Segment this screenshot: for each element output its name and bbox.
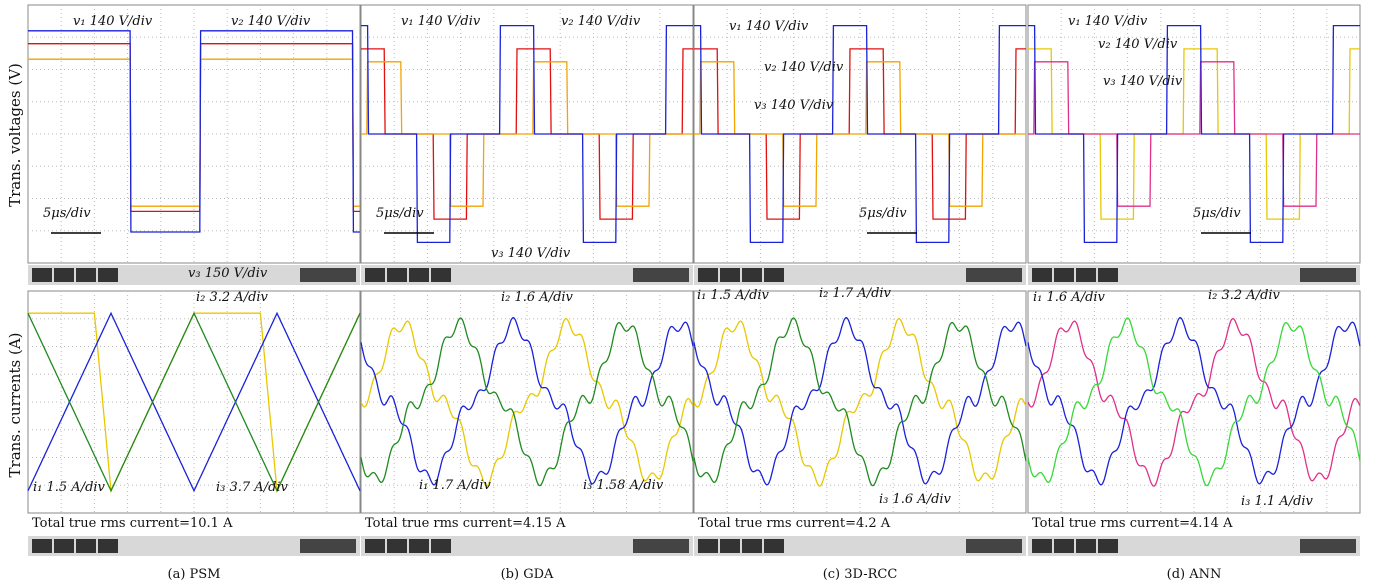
- status-cell: [742, 268, 762, 282]
- status-cell: [1032, 539, 1052, 553]
- figure: Trans. voltages (V) Trans. currents (A) …: [0, 0, 1381, 583]
- status-cell: [409, 268, 429, 282]
- current-label: i₂ 1.7 A/div: [819, 286, 892, 301]
- current-label: i₃ 1.6 A/div: [879, 492, 952, 507]
- status-cell: [431, 268, 451, 282]
- voltage-label: v₂ 140 V/div: [764, 60, 844, 75]
- status-cell: [633, 268, 689, 282]
- rms-label: Total true rms current=4.15 A: [365, 516, 566, 531]
- current-label: i₁ 1.5 A/div: [33, 480, 106, 495]
- voltage-label: v₂ 140 V/div: [1098, 37, 1178, 52]
- voltage-label: v₁ 140 V/div: [1068, 14, 1148, 29]
- status-cell: [387, 539, 407, 553]
- panel-caption: (c) 3D-RCC: [823, 567, 898, 582]
- status-cell: [1076, 539, 1096, 553]
- status-cell: [300, 268, 356, 282]
- voltage-label: v₃ 140 V/div: [1103, 74, 1183, 89]
- rms-label: Total true rms current=4.2 A: [698, 516, 891, 531]
- status-cell: [1054, 539, 1074, 553]
- status-cell: [1300, 539, 1356, 553]
- status-cell: [764, 268, 784, 282]
- status-cell: [1054, 268, 1074, 282]
- current-label: i₃ 3.7 A/div: [216, 480, 289, 495]
- time-scale-label: 5μs/div: [43, 206, 91, 221]
- status-cell: [365, 268, 385, 282]
- current-label: i₃ 1.58 A/div: [583, 478, 664, 493]
- panel-caption: (a) PSM: [168, 567, 221, 582]
- voltage-label: v₃ 150 V/div: [188, 266, 268, 281]
- time-scale-label: 5μs/div: [376, 206, 424, 221]
- voltage-label: v₃ 140 V/div: [754, 98, 834, 113]
- status-cell: [54, 268, 74, 282]
- panel-caption: (b) GDA: [501, 567, 554, 582]
- current-label: i₁ 1.6 A/div: [1033, 290, 1106, 305]
- time-scale-label: 5μs/div: [859, 206, 907, 221]
- status-cell: [76, 268, 96, 282]
- panel-caption: (d) ANN: [1167, 567, 1222, 582]
- current-label: i₂ 1.6 A/div: [501, 290, 574, 305]
- status-cell: [698, 539, 718, 553]
- status-cell: [1076, 268, 1096, 282]
- status-cell: [98, 268, 118, 282]
- status-cell: [966, 268, 1022, 282]
- status-cell: [54, 539, 74, 553]
- rms-label: Total true rms current=4.14 A: [1032, 516, 1233, 531]
- voltage-label: v₃ 140 V/div: [491, 246, 571, 261]
- status-cell: [431, 539, 451, 553]
- status-cell: [1300, 268, 1356, 282]
- status-cell: [365, 539, 385, 553]
- status-cell: [742, 539, 762, 553]
- voltage-label: v₂ 140 V/div: [561, 14, 641, 29]
- current-label: i₁ 1.5 A/div: [697, 288, 770, 303]
- status-cell: [300, 539, 356, 553]
- status-cell: [32, 268, 52, 282]
- status-cell: [633, 539, 689, 553]
- status-cell: [720, 539, 740, 553]
- current-label: i₃ 1.1 A/div: [1241, 494, 1314, 509]
- current-label: i₂ 3.2 A/div: [196, 290, 269, 305]
- y-label-bottom: Trans. currents (A): [6, 333, 24, 478]
- status-cell: [76, 539, 96, 553]
- voltage-label: v₁ 140 V/div: [73, 14, 153, 29]
- rms-label: Total true rms current=10.1 A: [32, 516, 233, 531]
- status-cell: [1098, 539, 1118, 553]
- y-label-top: Trans. voltages (V): [6, 63, 24, 207]
- status-cell: [32, 539, 52, 553]
- status-cell: [1032, 268, 1052, 282]
- time-scale-label: 5μs/div: [1193, 206, 1241, 221]
- status-cell: [98, 539, 118, 553]
- voltage-label: v₁ 140 V/div: [401, 14, 481, 29]
- status-cell: [698, 268, 718, 282]
- status-cell: [764, 539, 784, 553]
- current-label: i₂ 3.2 A/div: [1208, 288, 1281, 303]
- voltage-label: v₁ 140 V/div: [729, 19, 809, 34]
- voltage-label: v₂ 140 V/div: [231, 14, 311, 29]
- status-cell: [409, 539, 429, 553]
- status-cell: [966, 539, 1022, 553]
- status-cell: [720, 268, 740, 282]
- status-cell: [1098, 268, 1118, 282]
- status-cell: [387, 268, 407, 282]
- current-label: i₁ 1.7 A/div: [419, 478, 492, 493]
